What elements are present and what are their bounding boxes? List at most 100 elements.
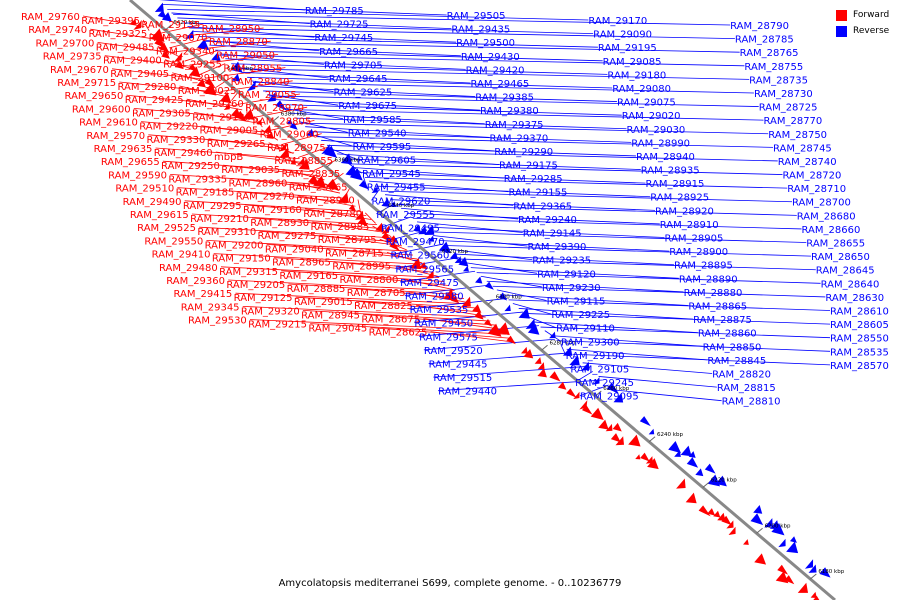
leader-line (126, 94, 238, 107)
gene-glyph (498, 292, 508, 301)
leader-line (496, 289, 547, 301)
gene-label: RAM_29540 (348, 128, 407, 139)
gene-label: RAM_28655 (806, 239, 865, 250)
gene-glyph (419, 262, 428, 270)
gene-label: RAM_29130 (192, 112, 251, 123)
leader-line (167, 8, 589, 21)
leader-line (191, 213, 378, 226)
leader-line (380, 216, 412, 228)
gene-label: RAM_28925 (650, 193, 709, 204)
leader-line (179, 85, 227, 98)
gene-label: RAM_29410 (152, 250, 211, 261)
tick-mark (756, 527, 763, 534)
gene-label: RAM_29170 (588, 16, 647, 27)
gene-label: RAM_29365 (513, 201, 572, 212)
tick-label: 6380 kbp (281, 112, 307, 118)
gene-label: RAM_29560 (391, 251, 450, 262)
gene-label: RAM_28945 (301, 310, 360, 321)
gene-label: RAM_29555 (376, 210, 435, 221)
leader-line (193, 31, 457, 43)
leader-line (119, 81, 223, 94)
gene-glyph (458, 256, 469, 267)
gene-label: RAM_29580 (405, 292, 464, 303)
gene-label: RAM_29190 (566, 351, 625, 362)
gene-label: RAM_28860 (698, 329, 757, 340)
gene-label: RAM_29335 (168, 174, 227, 185)
leader-line (614, 389, 722, 402)
gene-glyph (290, 159, 297, 165)
gene-label: RAM_29565 (395, 264, 454, 275)
gene-glyph (786, 541, 799, 554)
gene-glyph (425, 270, 434, 280)
gene-glyph (819, 567, 831, 578)
gene-glyph (605, 423, 613, 432)
gene-label: RAM_28535 (830, 347, 889, 358)
gene-label: RAM_29670 (50, 65, 109, 76)
gene-label: RAM_28800 (340, 275, 399, 286)
gene-label: RAM_28820 (712, 369, 771, 380)
gene-label: RAM_29445 (429, 359, 488, 370)
gene-glyph (750, 513, 764, 526)
gene-glyph (298, 158, 310, 170)
gene-glyph (474, 310, 484, 320)
leader-line (512, 303, 552, 315)
gene-glyph (381, 225, 390, 235)
gene-label: RAM_29415 (173, 289, 232, 300)
gene-label: RAM_28625 (369, 328, 428, 339)
genome-caption: Amycolatopsis mediterranei S699, complet… (278, 578, 622, 589)
gene-label: RAM_28840 (231, 77, 290, 88)
gene-label: RAM_29380 (480, 106, 539, 117)
gene-glyph (349, 168, 363, 181)
gene-glyph (797, 582, 809, 593)
gene-label: RAM_29425 (125, 95, 184, 106)
gene-label: RAM_28605 (830, 320, 889, 331)
gene-label: RAM_29105 (570, 364, 629, 375)
gene-glyph (442, 288, 456, 301)
gene-label: RAM_28740 (778, 157, 837, 168)
gene-label: RAM_29195 (598, 43, 657, 54)
gene-label: RAM_29065 (289, 182, 348, 193)
tick-mark (272, 116, 280, 122)
leader-line (321, 139, 495, 152)
gene-glyph (278, 142, 287, 152)
gene-label: RAM_29550 (144, 236, 203, 247)
legend-forward-label: Forward (853, 10, 890, 20)
gene-glyph (698, 505, 711, 517)
gene-label: RAM_28810 (722, 397, 781, 408)
leader-line (334, 261, 434, 273)
gene-label: RAM_29585 (343, 115, 402, 126)
gene-glyph (196, 78, 206, 88)
leader-line (249, 319, 502, 331)
gene-glyph (685, 492, 697, 504)
leader-line (225, 58, 466, 70)
gene-label: RAM_29600 (72, 104, 131, 115)
gene-label: RAM_29260 (185, 99, 244, 110)
gene-label: RAM_29535 (410, 305, 469, 316)
gene-glyph (713, 510, 721, 518)
leader-line (273, 99, 480, 111)
gene-label: RAM_29605 (357, 156, 416, 167)
gene-label: RAM_29500 (456, 38, 515, 49)
strand-legend: Forward Reverse (836, 7, 889, 39)
leader-line (409, 298, 508, 310)
gene-label: RAM_29330 (147, 135, 206, 146)
leader-line (289, 112, 485, 125)
leader-line (400, 270, 476, 283)
gene-label: RAM_29495 (381, 224, 440, 235)
gene-glyph (267, 92, 276, 102)
leader-line (460, 258, 816, 271)
leader-line (169, 36, 211, 49)
gene-label: RAM_29455 (367, 183, 426, 194)
leader-line (231, 63, 608, 75)
gene-label: RAM_29340 (156, 46, 215, 57)
gene-glyph (813, 595, 820, 600)
gene-label: RAM_29045 (308, 324, 367, 335)
gene-label: RAM_29135 (141, 20, 200, 31)
gene-label: RAM_28795 (318, 235, 377, 246)
gene-glyph (375, 222, 385, 232)
leader-line (492, 285, 826, 298)
tick-mark (810, 573, 817, 580)
gene-label: RAM_29030 (626, 125, 685, 136)
gene-label: RAM_29430 (461, 52, 520, 63)
